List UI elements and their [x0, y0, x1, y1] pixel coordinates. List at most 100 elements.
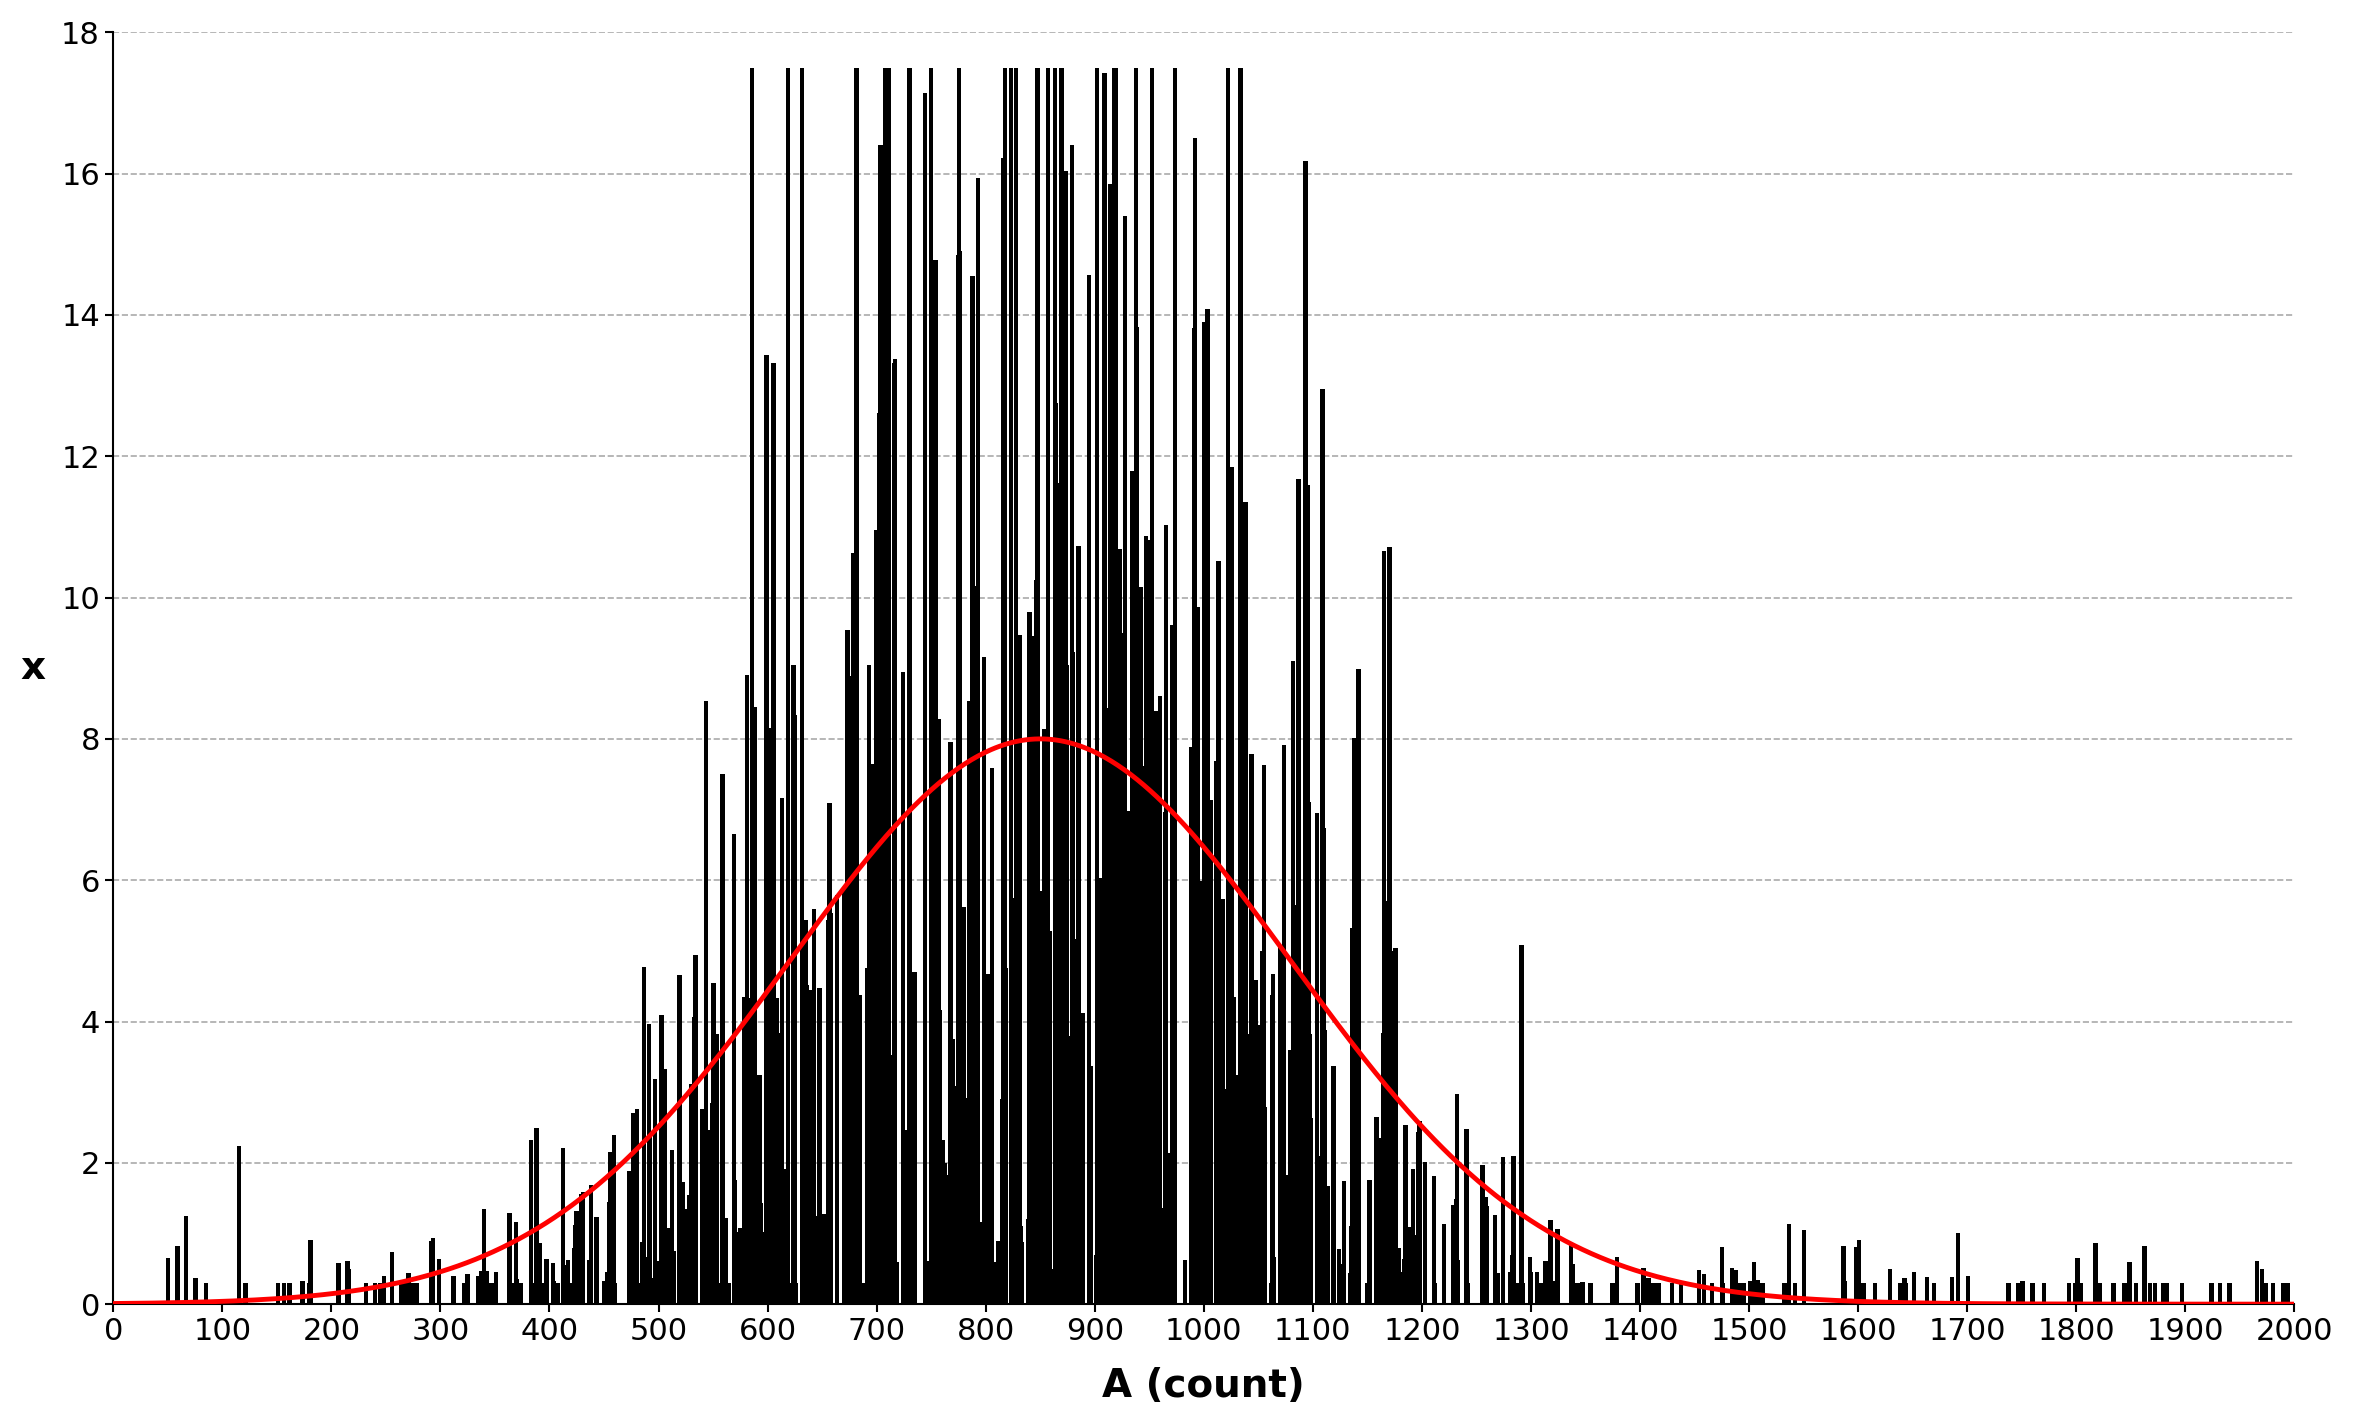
Bar — [1408, 1253, 1412, 1305]
Bar — [855, 1194, 859, 1305]
Bar — [647, 1024, 652, 1305]
Bar — [1144, 536, 1149, 1305]
Bar — [2041, 1283, 2046, 1305]
Bar — [1349, 1226, 1354, 1305]
Bar — [574, 1211, 579, 1305]
Bar — [2135, 1283, 2137, 1305]
Bar — [1057, 690, 1062, 1305]
Bar — [1281, 746, 1285, 1305]
Bar — [713, 1202, 718, 1305]
Bar — [1375, 1117, 1379, 1305]
Bar — [742, 1084, 746, 1305]
Bar — [774, 1118, 779, 1305]
Bar — [1062, 1265, 1066, 1305]
Bar — [1304, 588, 1309, 1305]
Bar — [534, 1128, 539, 1305]
Bar — [464, 1283, 468, 1305]
Bar — [1349, 928, 1354, 1305]
Bar — [492, 1283, 497, 1305]
Bar — [1170, 1051, 1175, 1305]
Bar — [1193, 328, 1196, 1305]
Bar — [817, 1216, 822, 1305]
Bar — [1097, 1052, 1102, 1305]
Bar — [1125, 811, 1128, 1305]
Bar — [739, 1228, 742, 1305]
Bar — [1205, 1068, 1210, 1305]
Bar — [2152, 1283, 2156, 1305]
Bar — [829, 914, 833, 1305]
Bar — [1048, 931, 1052, 1305]
Bar — [664, 1070, 666, 1305]
Bar — [711, 983, 716, 1305]
Bar — [902, 1283, 906, 1305]
Bar — [711, 1102, 713, 1305]
Bar — [1349, 1272, 1351, 1305]
Bar — [1026, 612, 1031, 1305]
Bar — [466, 1273, 468, 1305]
Bar — [577, 1225, 581, 1305]
Bar — [1076, 1242, 1080, 1305]
Bar — [1151, 452, 1153, 1305]
Bar — [1464, 1205, 1469, 1305]
Bar — [2142, 1282, 2147, 1305]
Bar — [238, 1147, 240, 1305]
Bar — [1257, 1025, 1262, 1305]
Bar — [1278, 1283, 1283, 1305]
Bar — [1709, 1283, 1714, 1305]
Bar — [1742, 1283, 1747, 1305]
Bar — [1857, 1239, 1862, 1305]
Bar — [1306, 1092, 1311, 1305]
Bar — [885, 67, 890, 1305]
Bar — [1495, 1273, 1499, 1305]
Bar — [1285, 1175, 1290, 1305]
Bar — [1095, 1255, 1099, 1305]
Bar — [1241, 861, 1245, 1305]
Bar — [967, 985, 972, 1305]
Bar — [1702, 1273, 1707, 1305]
Bar — [1269, 1283, 1274, 1305]
Bar — [1203, 1278, 1208, 1305]
Bar — [951, 1085, 956, 1305]
Bar — [513, 1283, 518, 1305]
Bar — [1045, 67, 1050, 1305]
Bar — [1645, 1278, 1650, 1305]
Bar — [1650, 1283, 1655, 1305]
Bar — [1015, 766, 1019, 1305]
Bar — [810, 991, 814, 1305]
Bar — [1521, 1283, 1525, 1305]
Bar — [1163, 813, 1168, 1305]
Bar — [1485, 1206, 1488, 1305]
Bar — [1888, 1269, 1893, 1305]
Bar — [1106, 707, 1111, 1305]
Bar — [1226, 67, 1231, 1305]
Bar — [895, 1262, 899, 1305]
Bar — [400, 1283, 403, 1305]
Bar — [1057, 1231, 1062, 1305]
Bar — [308, 1241, 313, 1305]
Bar — [1540, 1283, 1544, 1305]
Bar — [765, 355, 770, 1305]
Bar — [1966, 1276, 1970, 1305]
Bar — [1511, 1226, 1516, 1305]
Bar — [923, 93, 927, 1305]
Bar — [640, 1242, 645, 1305]
Bar — [1245, 1034, 1250, 1305]
Bar — [1036, 67, 1040, 1305]
Bar — [758, 1075, 763, 1305]
Bar — [1401, 1272, 1405, 1305]
Bar — [2093, 1243, 2097, 1305]
Bar — [1412, 1235, 1417, 1305]
Bar — [1243, 1278, 1248, 1305]
Bar — [873, 1283, 878, 1305]
Bar — [913, 1072, 916, 1305]
Bar — [1208, 800, 1212, 1305]
Bar — [1099, 1198, 1104, 1305]
Bar — [1589, 1283, 1594, 1305]
Bar — [1511, 1255, 1514, 1305]
Bar — [1292, 906, 1297, 1305]
Bar — [927, 1261, 930, 1305]
Bar — [1163, 525, 1168, 1305]
Bar — [1088, 275, 1092, 1305]
Bar — [975, 586, 979, 1305]
Bar — [951, 1038, 956, 1305]
